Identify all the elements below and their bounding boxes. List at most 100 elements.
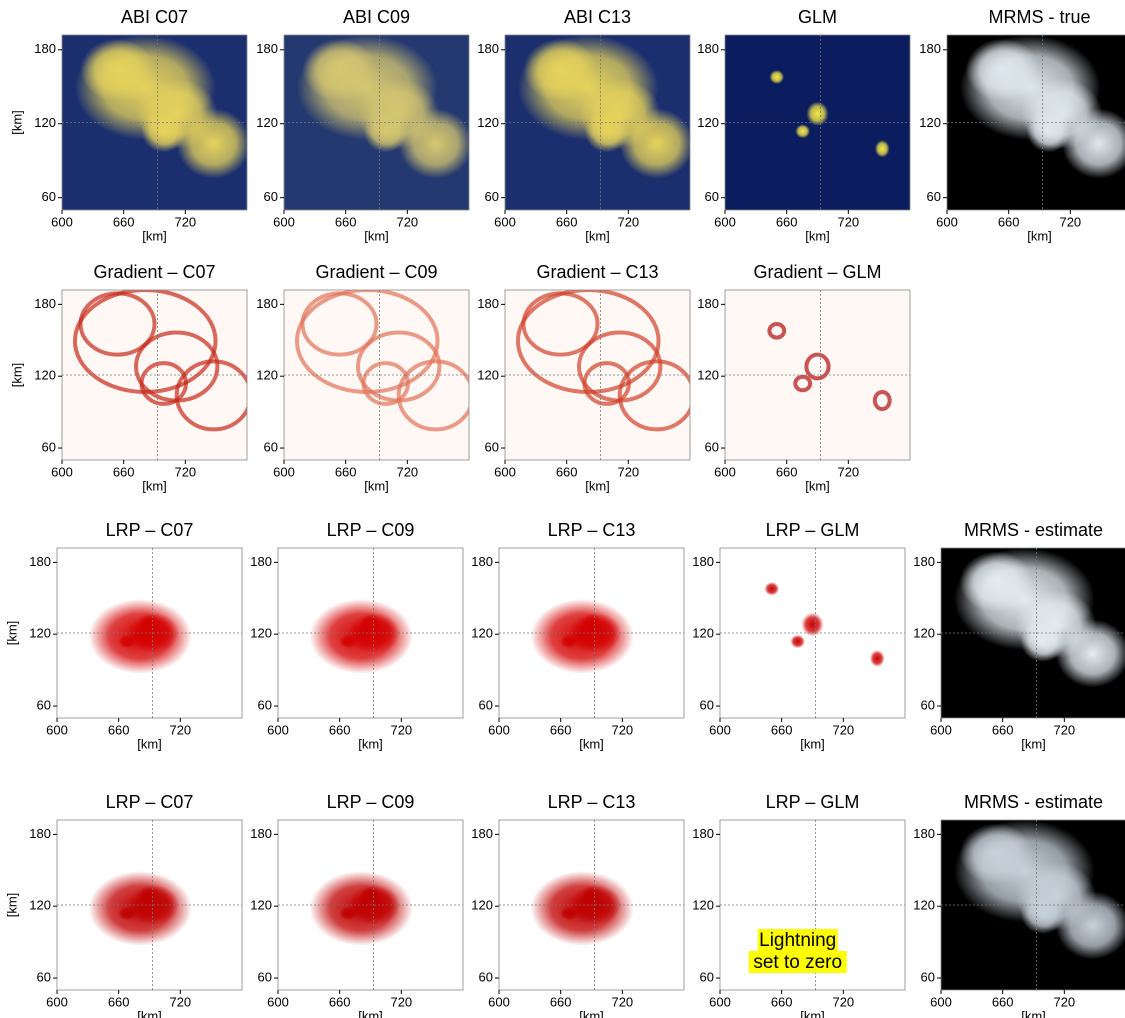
x-tick-label: 660 [992, 722, 1014, 737]
x-tick-label: 600 [714, 214, 736, 229]
heatmap-blob [399, 109, 473, 179]
y-tick-label: 60 [258, 969, 272, 984]
x-axis-label: [km] [585, 228, 610, 243]
x-tick-label: 660 [113, 214, 135, 229]
x-tick-label: 600 [267, 722, 289, 737]
y-tick-label: 180 [913, 826, 935, 841]
x-tick-label: 600 [51, 214, 73, 229]
y-tick-label: 60 [37, 697, 51, 712]
x-tick-label: 720 [832, 994, 854, 1009]
chart-title: Gradient – C07 [93, 262, 215, 282]
heatmap-blob [870, 922, 885, 939]
annotation: set to zero [753, 952, 842, 973]
x-tick-label: 600 [46, 994, 68, 1009]
y-tick-label: 60 [921, 697, 935, 712]
x-tick-label: 600 [46, 722, 68, 737]
x-tick-label: 600 [930, 994, 952, 1009]
x-axis-label: [km] [358, 736, 383, 751]
y-tick-label: 120 [256, 368, 278, 383]
heatmap-blob [1021, 893, 1065, 934]
x-axis-label: [km] [805, 228, 830, 243]
x-tick-label: 600 [494, 214, 516, 229]
x-tick-label: 660 [108, 722, 130, 737]
x-tick-label: 660 [108, 994, 130, 1009]
x-axis-label: [km] [1021, 1008, 1046, 1018]
y-tick-label: 60 [705, 189, 719, 204]
x-axis-label: [km] [579, 1008, 604, 1018]
y-tick-label: 180 [697, 41, 719, 56]
x-tick-label: 600 [488, 994, 510, 1009]
heatmap-blob [309, 599, 413, 674]
x-tick-label: 720 [1053, 722, 1075, 737]
y-tick-label: 120 [471, 626, 493, 641]
x-tick-label: 600 [494, 464, 516, 479]
y-tick-label: 180 [697, 296, 719, 311]
x-tick-label: 660 [550, 994, 572, 1009]
x-tick-label: 600 [930, 722, 952, 737]
figure: 60066072060120180ABI C07[km][km]60066072… [0, 0, 1125, 1018]
x-tick-label: 600 [714, 464, 736, 479]
x-tick-label: 720 [396, 464, 418, 479]
x-tick-label: 600 [51, 464, 73, 479]
x-tick-label: 720 [611, 994, 633, 1009]
x-tick-label: 660 [992, 994, 1014, 1009]
y-tick-label: 120 [29, 898, 51, 913]
y-tick-label: 120 [477, 115, 499, 130]
y-tick-label: 120 [913, 898, 935, 913]
x-axis-label: [km] [364, 478, 389, 493]
heatmap-blob [966, 39, 1040, 102]
chart-title: Gradient – GLM [753, 262, 881, 282]
y-tick-label: 180 [29, 826, 51, 841]
x-tick-label: 720 [174, 214, 196, 229]
x-axis-label: [km] [142, 228, 167, 243]
x-tick-label: 660 [776, 464, 798, 479]
y-tick-label: 60 [264, 189, 278, 204]
heatmap-blob [620, 109, 694, 179]
x-tick-label: 600 [936, 214, 958, 229]
y-tick-label: 180 [919, 41, 941, 56]
y-axis-label: [km] [4, 621, 19, 646]
chart-title: MRMS - estimate [964, 520, 1103, 540]
x-tick-label: 720 [390, 722, 412, 737]
y-tick-label: 60 [921, 969, 935, 984]
x-tick-label: 720 [390, 994, 412, 1009]
x-tick-label: 660 [113, 464, 135, 479]
y-tick-label: 120 [29, 626, 51, 641]
heatmap-blob [1021, 621, 1065, 662]
heatmap-blob [960, 551, 1034, 612]
chart-title: MRMS - true [988, 7, 1090, 27]
x-tick-label: 660 [335, 214, 357, 229]
y-tick-label: 120 [34, 368, 56, 383]
y-axis-label: [km] [9, 110, 24, 135]
chart-title: GLM [798, 7, 837, 27]
y-tick-label: 60 [42, 439, 56, 454]
x-axis-label: [km] [1021, 736, 1046, 751]
chart-title: LRP – C09 [327, 792, 415, 812]
heatmap-blob [585, 110, 629, 152]
chart-title: MRMS - estimate [964, 792, 1103, 812]
x-axis-label: [km] [805, 478, 830, 493]
x-axis-label: [km] [800, 1008, 825, 1018]
x-tick-label: 660 [771, 722, 793, 737]
heatmap-blob [769, 70, 784, 84]
x-axis-label: [km] [364, 228, 389, 243]
x-tick-label: 660 [998, 214, 1020, 229]
heatmap-blob [88, 871, 192, 946]
heatmap-blob [960, 823, 1034, 884]
heatmap-blob [309, 871, 413, 946]
x-tick-label: 660 [550, 722, 572, 737]
y-tick-label: 180 [913, 554, 935, 569]
x-axis-label: [km] [137, 1008, 162, 1018]
chart-title: LRP – C13 [548, 520, 636, 540]
x-tick-label: 660 [335, 464, 357, 479]
annotation: Lightning [759, 930, 836, 951]
y-tick-label: 120 [913, 626, 935, 641]
y-tick-label: 60 [42, 189, 56, 204]
x-tick-label: 600 [488, 722, 510, 737]
heatmap-blob [875, 140, 890, 158]
heatmap-blob [790, 907, 805, 921]
heatmap-blob [870, 650, 885, 667]
chart-title: LRP – C07 [106, 520, 194, 540]
x-tick-label: 720 [611, 722, 633, 737]
heatmap-blob [364, 110, 408, 152]
